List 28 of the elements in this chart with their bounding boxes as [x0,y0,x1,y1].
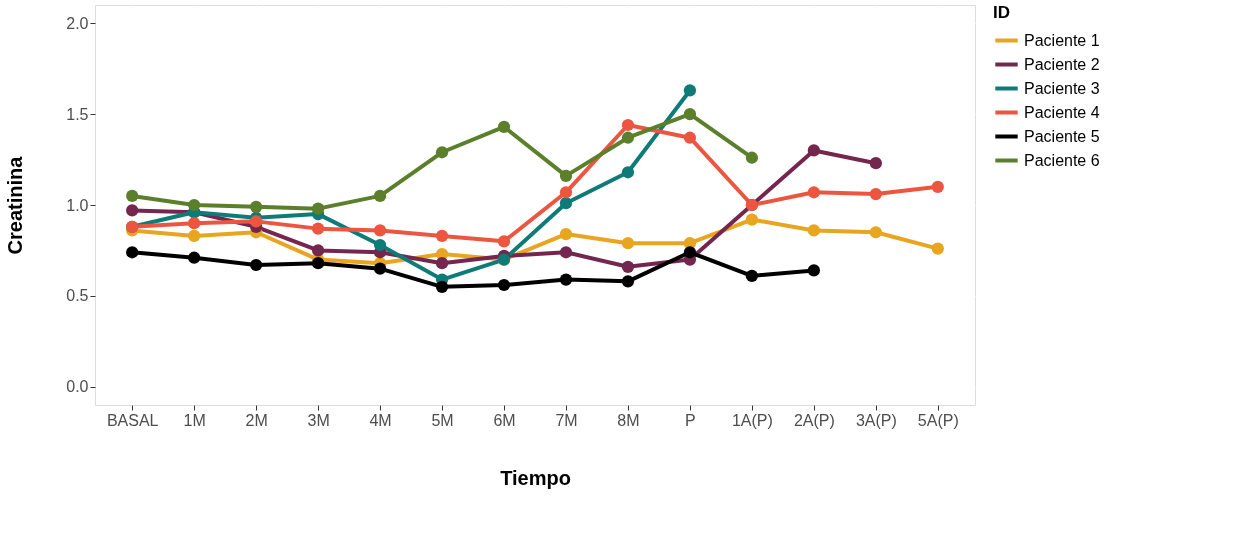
x-tick-label: 2A(P) [793,411,835,429]
legend-title: ID [993,3,1010,22]
legend-label: Paciente 1 [1024,31,1100,49]
legend-label: Paciente 3 [1024,79,1100,97]
x-tick-label: 3M [307,411,330,429]
x-tick-label: 3A(P) [855,411,897,429]
y-tick-label: 0.0 [66,378,89,396]
legend-label: Paciente 5 [1024,127,1100,145]
legend-label: Paciente 4 [1024,103,1100,121]
legend-label: Paciente 6 [1024,151,1100,169]
y-tick-label: 2.0 [66,14,89,32]
x-tick-label: 2M [245,411,268,429]
x-tick-label: 5M [431,411,454,429]
x-tick-label: 1M [183,411,206,429]
legend-label: Paciente 2 [1024,55,1100,73]
x-tick-label: 1A(P) [731,411,773,429]
x-tick-label: BASAL [106,411,159,429]
x-tick-label: 4M [369,411,392,429]
y-tick-label: 1.5 [66,105,89,123]
x-tick-label: 5A(P) [917,411,959,429]
x-tick-label: P [685,411,696,429]
x-tick-label: 7M [555,411,578,429]
y-axis-title: Creatinina [4,155,27,255]
x-tick-label: 8M [617,411,640,429]
x-tick-label: 6M [493,411,516,429]
y-tick-label: 1.0 [66,196,89,214]
x-axis-title: Tiempo [500,466,571,489]
y-tick-label: 0.5 [66,287,89,305]
